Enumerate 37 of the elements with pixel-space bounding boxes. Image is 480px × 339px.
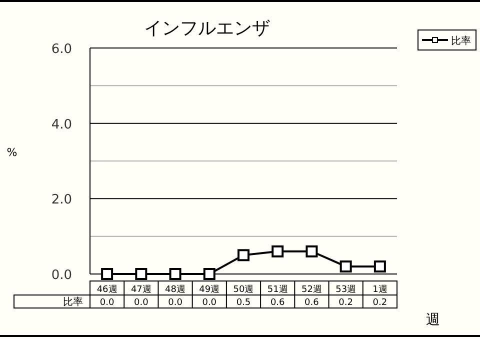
legend-label: 比率 (451, 35, 471, 47)
point (135, 268, 148, 280)
y-tick-label: 0.0 (51, 268, 72, 283)
point (306, 245, 318, 258)
x-tick-label: 1週 (372, 284, 388, 295)
x-tick-label: 53週 (336, 284, 356, 295)
x-tick-label: 48週 (165, 284, 186, 295)
point (340, 260, 352, 272)
x-tick-label: 51週 (267, 284, 288, 295)
point (101, 268, 114, 280)
data-label: 0.0 (168, 298, 183, 308)
point (272, 245, 284, 258)
data-label: 0.0 (100, 298, 114, 308)
point (203, 268, 216, 280)
data-label: 0.6 (304, 298, 320, 308)
legend: 比率 (418, 30, 476, 50)
x-axis-title: 週 (426, 312, 440, 328)
x-tick-label: 47週 (130, 284, 152, 295)
data-label: 0.2 (372, 298, 388, 308)
point (238, 249, 250, 262)
y-tick-label: 4.0 (51, 117, 72, 132)
point (374, 260, 386, 272)
data-label: 0.0 (134, 298, 149, 308)
chart-title: インフルエンザ (144, 18, 270, 39)
data-label: 0.0 (202, 298, 217, 308)
data-label: 0.6 (270, 298, 286, 308)
x-tick-label: 50週 (233, 284, 254, 295)
y-tick-label: 6.0 (51, 42, 72, 57)
x-tick-label: 49週 (199, 284, 220, 295)
data-table-row-header: 比率 (63, 297, 83, 308)
point (169, 268, 182, 280)
x-tick-label: 52週 (301, 284, 322, 295)
data-label: 0.2 (338, 298, 353, 308)
y-axis-title: % (6, 146, 18, 159)
x-tick-label: 46週 (96, 284, 118, 295)
y-tick-label: 2.0 (51, 192, 72, 208)
data-label: 0.5 (236, 298, 251, 308)
